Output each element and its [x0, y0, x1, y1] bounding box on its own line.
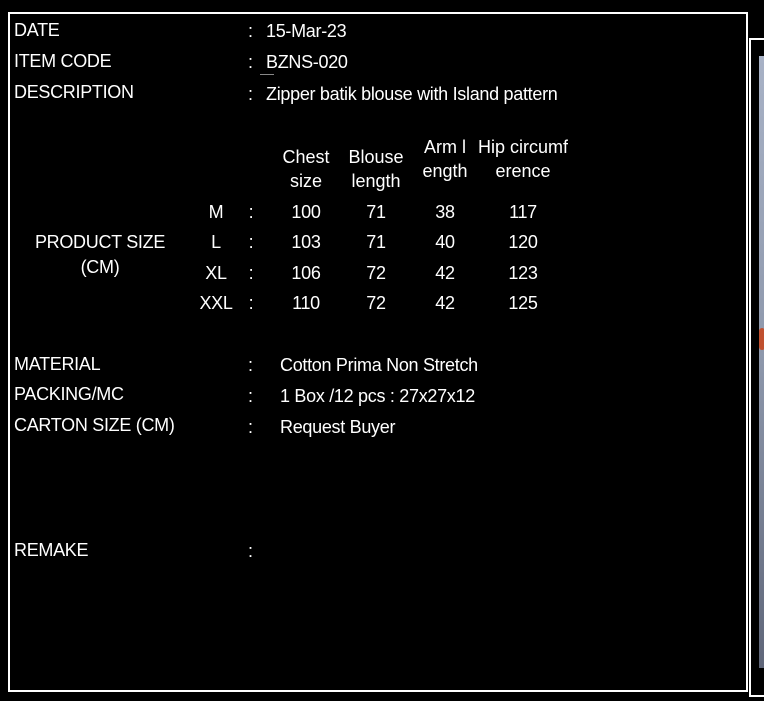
size-cell: 71: [366, 202, 386, 222]
product-photo: [759, 56, 764, 668]
carton-value: Request Buyer: [280, 417, 396, 437]
size-cell: 72: [366, 293, 386, 313]
size-cell: 40: [435, 232, 455, 252]
packing-label: PACKING/MC: [14, 384, 124, 404]
col-header-chest: Chest size: [282, 147, 330, 191]
size-colon: :: [248, 293, 254, 313]
size-label: M: [208, 202, 224, 222]
product-size-label: PRODUCT SIZE: [34, 232, 166, 252]
material-label: MATERIAL: [14, 354, 101, 374]
size-label: L: [211, 232, 221, 252]
size-cell: 42: [435, 263, 455, 283]
remake-label: REMAKE: [14, 540, 89, 560]
item-code-label: ITEM CODE: [14, 51, 112, 71]
packing-colon: :: [248, 386, 253, 406]
size-cell: 106: [291, 263, 321, 283]
date-label: DATE: [14, 20, 60, 40]
size-label: XL: [205, 263, 227, 283]
size-label: XXL: [199, 293, 233, 313]
size-cell: 100: [291, 202, 321, 222]
size-cell: 72: [366, 263, 386, 283]
item-code-value: BZNS-020: [266, 52, 348, 72]
date-colon: :: [248, 21, 253, 41]
size-cell: 117: [509, 202, 537, 222]
size-colon: :: [248, 202, 254, 222]
size-colon: :: [248, 263, 254, 283]
packing-value: 1 Box /12 pcs : 27x27x12: [280, 386, 475, 406]
date-value: 15-Mar-23: [266, 21, 347, 41]
size-cell: 123: [508, 263, 538, 283]
size-cell: 38: [435, 202, 455, 222]
carton-colon: :: [248, 417, 253, 437]
col-header-arm: Arm length: [422, 137, 468, 181]
product-size-unit: (CM): [80, 257, 120, 277]
size-cell: 71: [366, 232, 386, 252]
size-colon: :: [248, 232, 254, 252]
size-cell: 120: [508, 232, 538, 252]
spec-sheet-frame: [8, 12, 748, 692]
remake-colon: :: [248, 541, 253, 561]
description-colon: :: [248, 84, 253, 104]
size-cell: 42: [435, 293, 455, 313]
cursor-underline: [260, 74, 274, 75]
col-header-blouse: Blouse length: [348, 147, 404, 191]
size-cell: 125: [508, 293, 538, 313]
carton-label: CARTON SIZE (CM): [14, 415, 175, 435]
size-cell: 110: [292, 293, 320, 313]
size-cell: 103: [291, 232, 321, 252]
col-header-hip: Hip circumference: [478, 137, 568, 181]
description-label: DESCRIPTION: [14, 82, 134, 102]
description-value: Zipper batik blouse with Island pattern: [266, 84, 558, 104]
item-code-colon: :: [248, 52, 253, 72]
material-colon: :: [248, 355, 253, 375]
photo-detail: [759, 328, 764, 350]
material-value: Cotton Prima Non Stretch: [280, 355, 478, 375]
